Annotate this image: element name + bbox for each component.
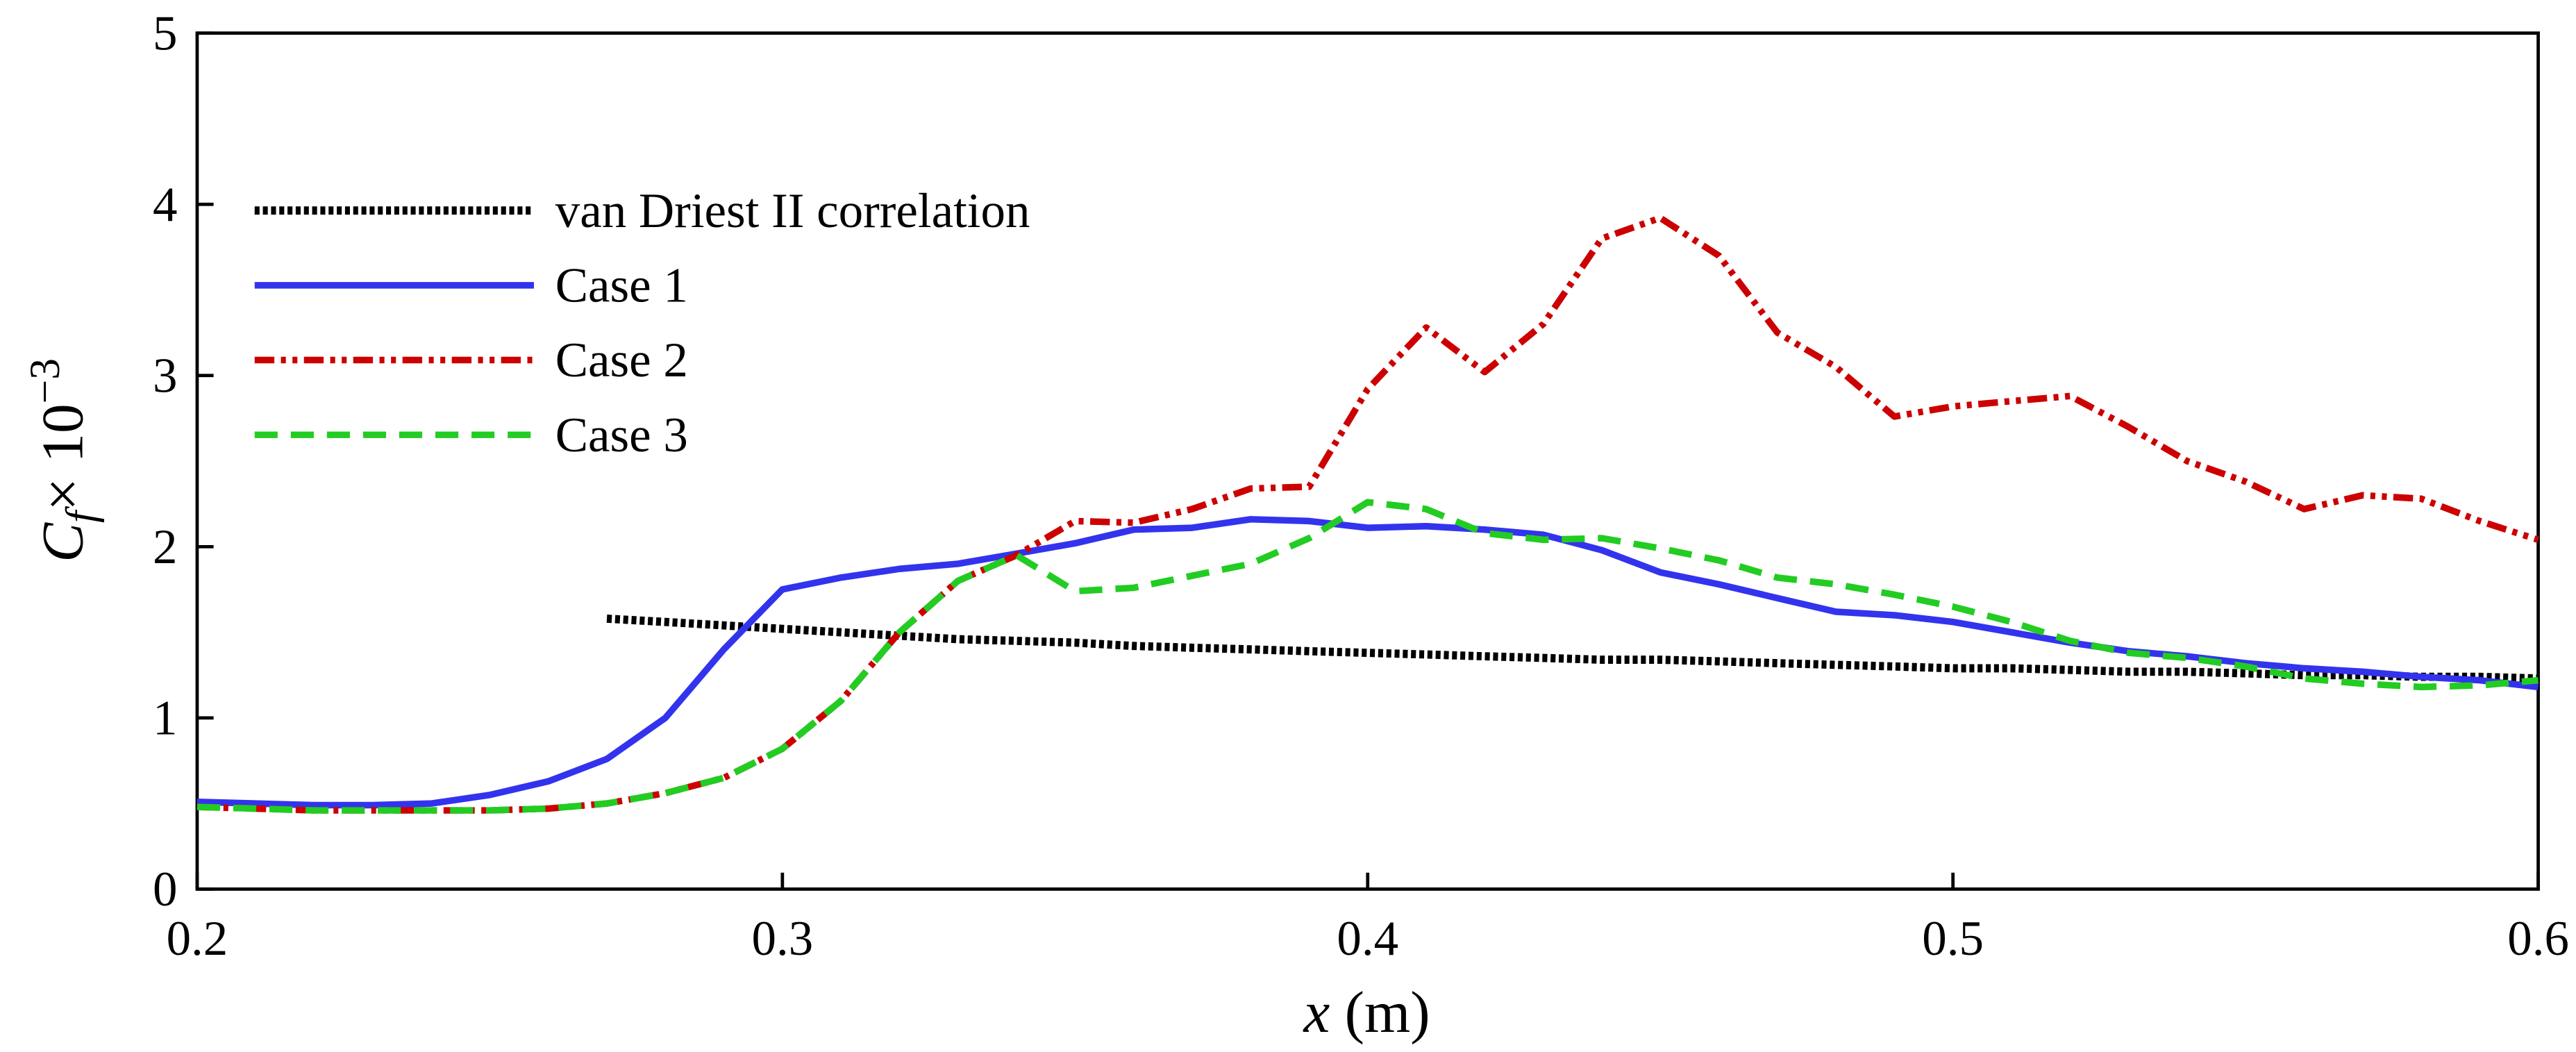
x-label-unit: (m) xyxy=(1345,980,1430,1045)
x-tick-label: 0.5 xyxy=(1922,912,1984,966)
x-label-var: x xyxy=(1303,980,1330,1045)
x-axis-label: x (m) xyxy=(1303,980,1430,1045)
series-line xyxy=(196,215,2540,814)
legend-label: Case 3 xyxy=(555,408,688,462)
legend-label: Case 2 xyxy=(555,333,688,387)
y-label-mid: × 10 xyxy=(30,403,95,510)
y-tick-label: 1 xyxy=(153,692,177,746)
y-label-sup: −3 xyxy=(22,358,69,403)
series-line xyxy=(196,499,2539,814)
y-tick-label: 2 xyxy=(153,520,177,574)
x-tick-label: 0.2 xyxy=(167,912,228,966)
x-tick-label: 0.4 xyxy=(1337,912,1398,966)
legend-label: van Driest II correlation xyxy=(555,184,1030,238)
x-tick-label: 0.6 xyxy=(2507,912,2569,966)
series-line xyxy=(196,516,2539,809)
y-label-base: C xyxy=(30,522,95,562)
y-tick-label: 0 xyxy=(153,862,177,917)
y-tick-label: 5 xyxy=(153,6,177,60)
x-tick-label: 0.3 xyxy=(751,912,813,966)
legend-label: Case 1 xyxy=(555,259,688,313)
y-axis-label: Cf× 10−3 xyxy=(22,358,105,562)
y-tick-label: 3 xyxy=(153,349,177,403)
y-tick-label: 4 xyxy=(153,178,177,232)
series-line xyxy=(606,615,2539,683)
